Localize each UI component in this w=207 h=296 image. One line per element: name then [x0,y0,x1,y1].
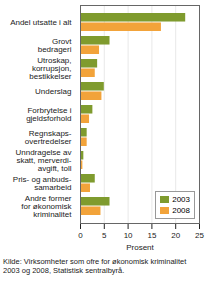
svg-text:0: 0 [78,231,83,240]
svg-text:Andel utsatte i alt: Andel utsatte i alt [10,18,72,27]
svg-text:15: 15 [147,231,156,240]
html-text:2008: 2008 [172,206,190,215]
svg-text:Regnskaps-overtredelser: Regnskaps-overtredelser [25,129,72,146]
svg-text:Utroskap,korrupsjon,bestikkels: Utroskap,korrupsjon,bestikkelser [29,56,72,81]
html-text:Kilde: Virksomheter som ofre f: Kilde: Virksomheter som ofre for økonomi… [3,257,187,275]
svg-text:Prosent: Prosent [126,243,154,252]
svg-text:Forbrytelse igjeldsforhold: Forbrytelse igjeldsforhold [26,106,72,123]
svg-text:20: 20 [171,231,180,240]
svg-text:Unndragelse avskatt, merverdi-: Unndragelse avskatt, merverdi-avgift, to… [15,148,71,173]
svg-text:Pris- og anbuds-samarbeid: Pris- og anbuds-samarbeid [13,175,72,192]
svg-text:25: 25 [195,231,204,240]
svg-text:Grovtbedrageri: Grovtbedrageri [38,37,73,54]
svg-text:10: 10 [124,231,133,240]
svg-text:Underslag: Underslag [35,87,71,96]
svg-text:5: 5 [102,231,107,240]
svg-text:Andre formerfor økonomiskkrimi: Andre formerfor økonomiskkriminalitet [21,194,72,219]
html-text:2003: 2003 [172,195,190,204]
